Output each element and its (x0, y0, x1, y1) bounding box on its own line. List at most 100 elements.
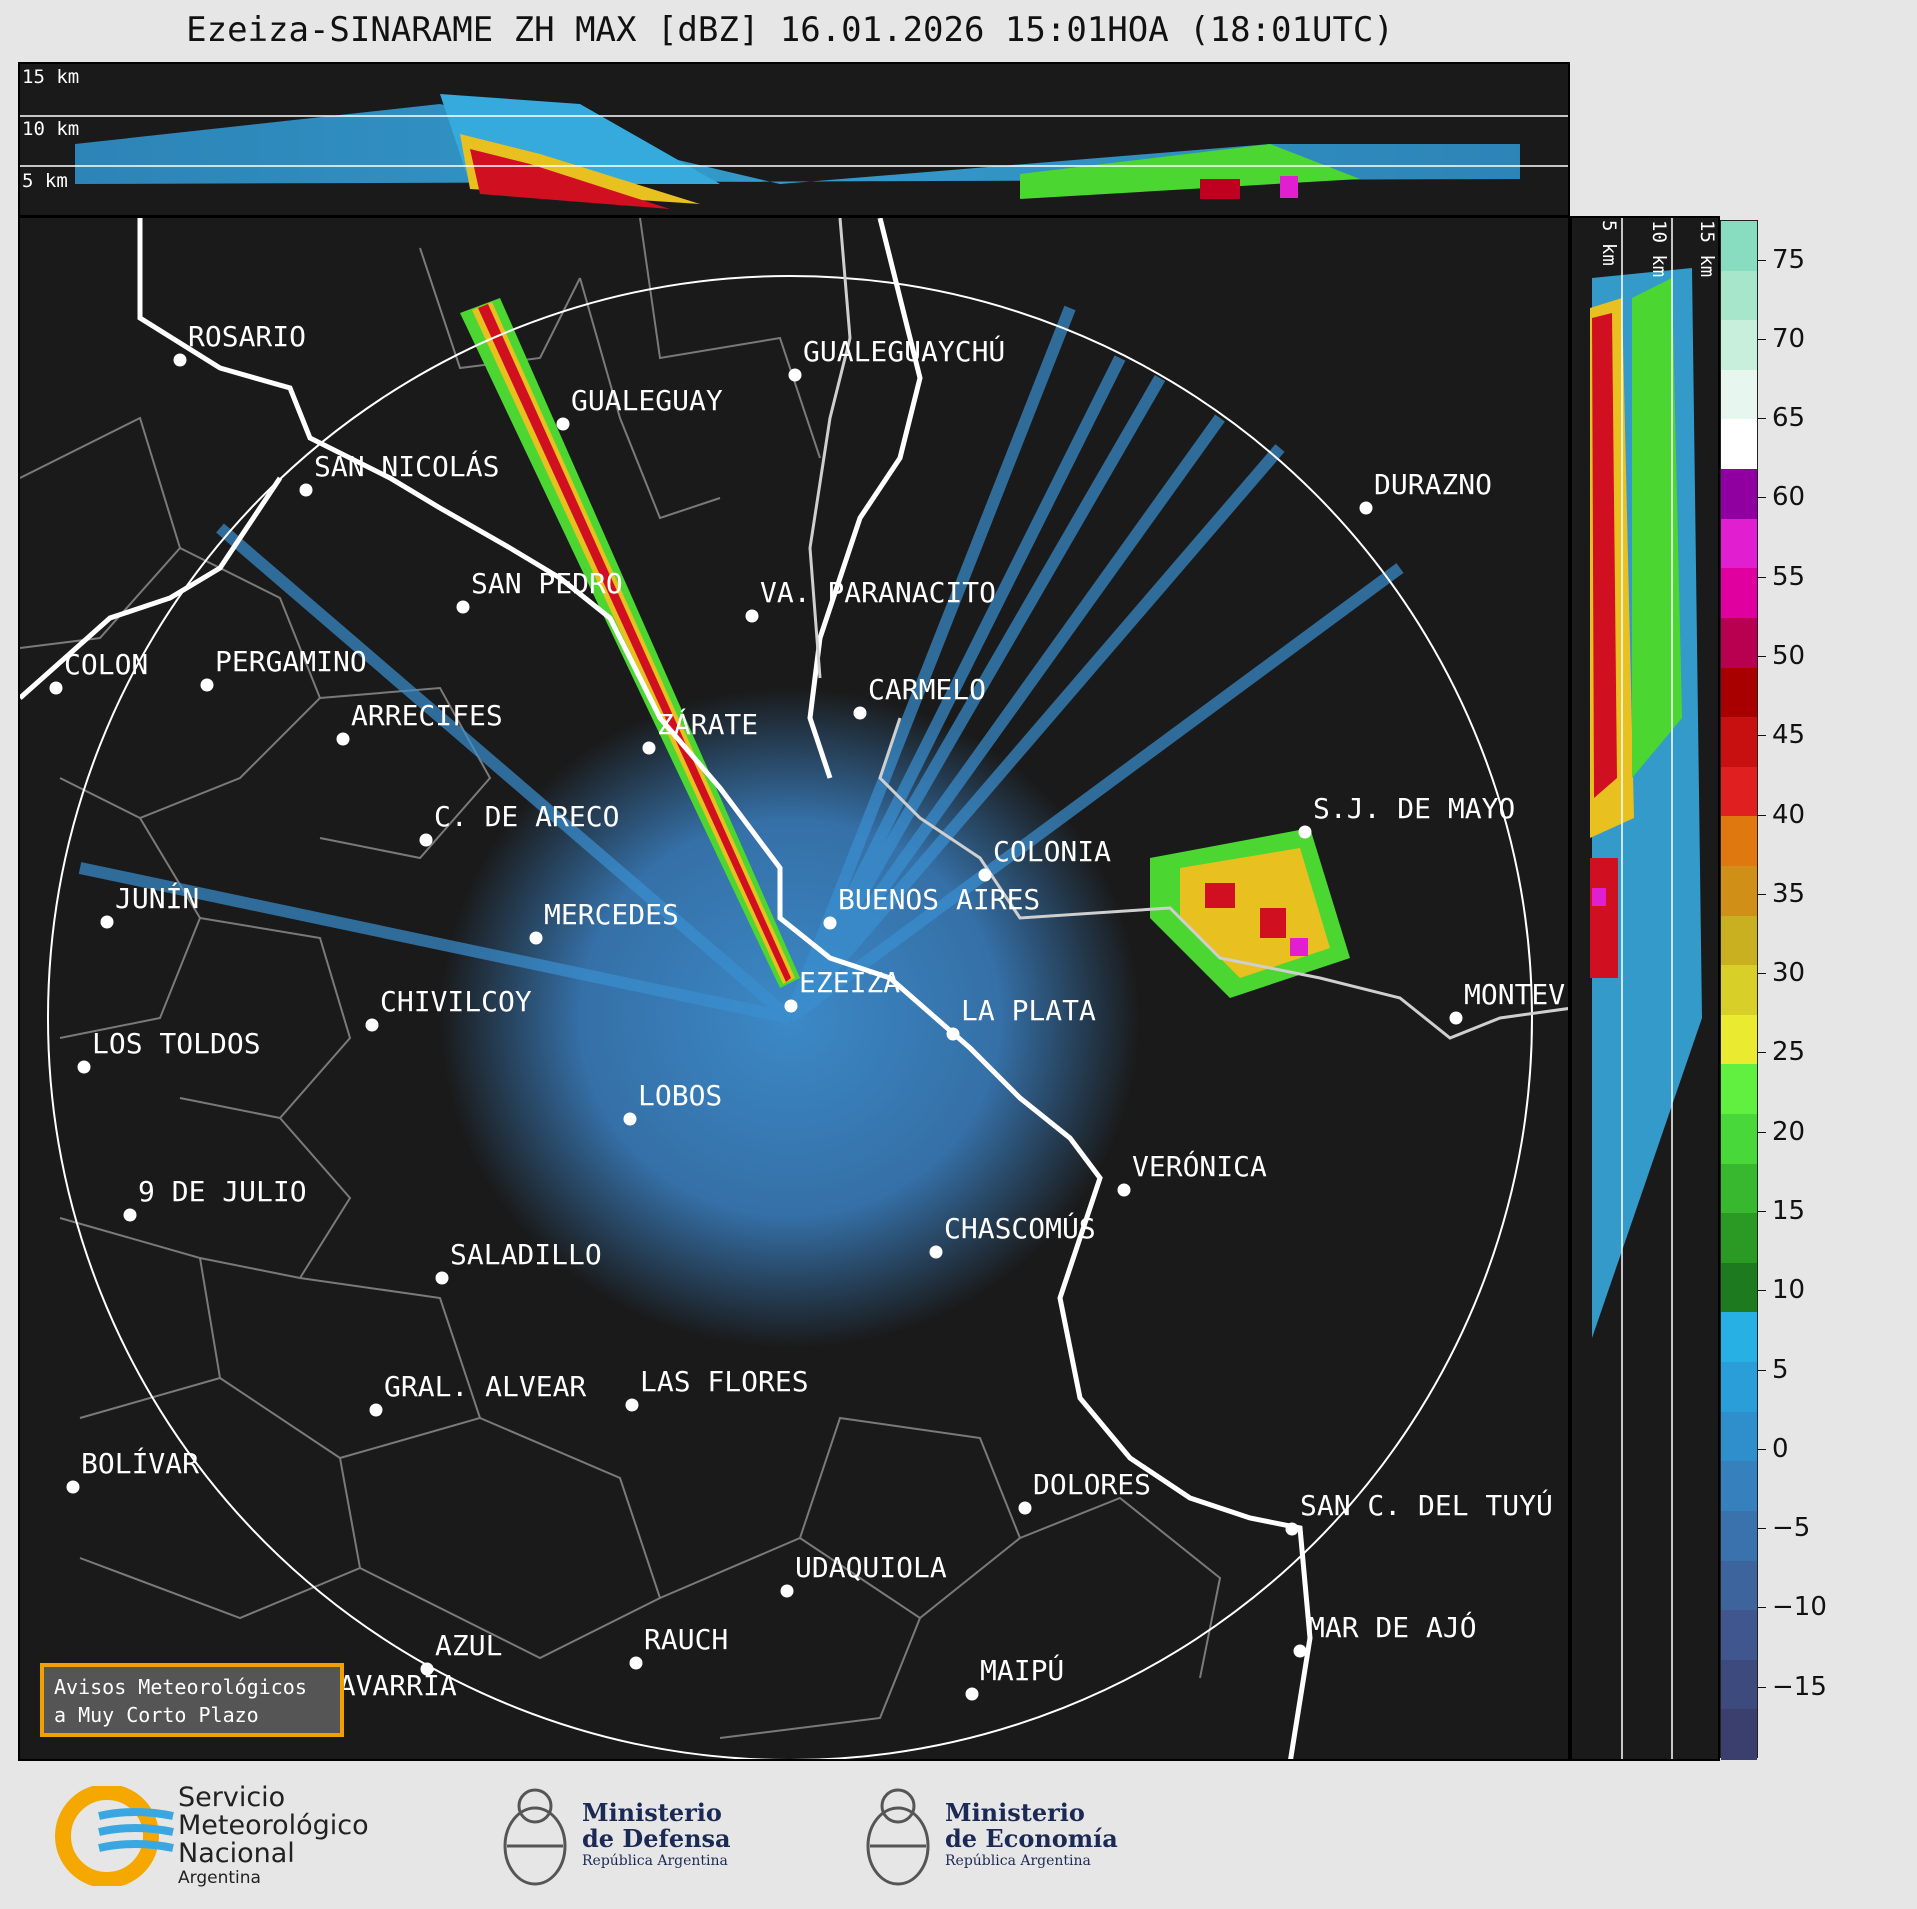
city-marker (456, 600, 470, 614)
colorbar-band (1721, 816, 1757, 867)
colorbar-band (1721, 1312, 1757, 1364)
colorbar-tick (1758, 1369, 1766, 1371)
city-label: RAUCH (644, 1623, 729, 1656)
city-marker (77, 1060, 91, 1074)
city-marker (173, 353, 187, 367)
city-marker (365, 1018, 379, 1032)
city-label: ZÁRATE (657, 708, 759, 741)
city-marker (435, 1271, 449, 1285)
city-label: MERCEDES (544, 898, 679, 931)
city-marker (745, 609, 759, 623)
smn-line3: Nacional (178, 1838, 295, 1869)
colorbar-tick-label: 15 (1772, 1195, 1806, 1226)
page-title: Ezeiza-SINARAME ZH MAX [dBZ] 16.01.2026 … (186, 10, 1394, 50)
colorbar-tick (1758, 418, 1766, 420)
city-label: SAN PEDRO (471, 567, 623, 600)
colorbar-band (1721, 469, 1757, 520)
smn-logo-text: Servicio Meteorológico Nacional Argentin… (178, 1784, 369, 1889)
colorbar-tick (1758, 1607, 1766, 1609)
city-marker (1117, 1183, 1131, 1197)
city-label: AZUL (435, 1629, 503, 1662)
city-marker (784, 999, 798, 1013)
colorbar-band (1721, 1610, 1757, 1661)
city-label: ROSARIO (188, 320, 307, 353)
colorbar-band (1721, 667, 1757, 719)
city-marker (642, 741, 656, 755)
range-ring (47, 275, 1533, 1759)
city-label: SALADILLO (450, 1238, 602, 1271)
defensa-line1: Ministerio (582, 1798, 722, 1827)
city-marker (629, 1656, 643, 1670)
colorbar-tick (1758, 1290, 1766, 1292)
avisos-box[interactable]: Avisos Meteorológicos a Muy Corto Plazo (40, 1663, 344, 1737)
colorbar-tick-label: −10 (1772, 1592, 1827, 1623)
city-marker (123, 1208, 137, 1222)
city-label: DURAZNO (1374, 468, 1493, 501)
city-marker (823, 916, 837, 930)
city-marker (419, 833, 433, 847)
colorbar-band (1721, 221, 1757, 272)
city-marker (788, 368, 802, 382)
city-marker (1018, 1501, 1032, 1515)
city-label: UDAQUIOLA (795, 1551, 947, 1584)
city-marker (625, 1398, 639, 1412)
colorbar-band (1721, 865, 1757, 917)
colorbar-tick-label: 55 (1772, 561, 1806, 592)
city-label: LAS FLORES (640, 1365, 809, 1398)
colorbar-tick-label: 45 (1772, 720, 1806, 751)
city-label: JUNÍN (115, 882, 200, 915)
side-alt-label-10: 10 km (1648, 220, 1670, 278)
city-label: ARRECIFES (351, 699, 503, 732)
radar-echo-storm-cell (1150, 828, 1350, 998)
city-marker (556, 417, 570, 431)
colorbar-tick-label: −5 (1772, 1513, 1811, 1544)
radar-map[interactable] (18, 216, 1570, 1761)
colorbar-band (1721, 1163, 1757, 1215)
side-cross-section: 5 km 10 km 15 km (1570, 216, 1720, 1761)
colorbar-band (1721, 568, 1757, 619)
colorbar-tick (1758, 497, 1766, 499)
city-marker (780, 1584, 794, 1598)
city-marker (946, 1027, 960, 1041)
economia-seal-icon (858, 1776, 938, 1896)
city-marker (200, 678, 214, 692)
colorbar-band (1721, 1461, 1757, 1512)
colorbar-band (1721, 965, 1757, 1016)
colorbar-band (1721, 617, 1757, 669)
city-label: CARMELO (868, 673, 987, 706)
city-marker (420, 1662, 434, 1676)
city-marker (978, 868, 992, 882)
colorbar-tick-label: 30 (1772, 958, 1806, 989)
city-label: PERGAMINO (215, 645, 367, 678)
colorbar-tick-label: 60 (1772, 482, 1806, 513)
colorbar-tick (1758, 1131, 1766, 1133)
top-alt-label-5: 5 km (22, 170, 68, 192)
city-label: BUENOS AIRES (838, 883, 1041, 916)
colorbar-band (1721, 1411, 1757, 1463)
colorbar-tick (1758, 814, 1766, 816)
colorbar-tick-label: 35 (1772, 878, 1806, 909)
city-marker (336, 732, 350, 746)
colorbar-band (1721, 766, 1757, 818)
colorbar-tick-label: 0 (1772, 1433, 1789, 1464)
side-alt-label-15: 15 km (1696, 220, 1718, 278)
colorbar-tick-label: 5 (1772, 1354, 1789, 1385)
side-alt-label-5: 5 km (1598, 220, 1620, 266)
colorbar-tick (1758, 893, 1766, 895)
city-label: VERÓNICA (1132, 1150, 1267, 1183)
colorbar-tick-label: 10 (1772, 1275, 1806, 1306)
city-label: SAN NICOLÁS (314, 450, 500, 483)
defensa-logo-text: Ministerio de Defensa República Argentin… (582, 1800, 731, 1870)
colorbar-tick-label: 70 (1772, 323, 1806, 354)
economia-line2: de Economía (945, 1824, 1118, 1853)
city-label: 9 DE JULIO (138, 1175, 307, 1208)
colorbar-tick-label: 75 (1772, 244, 1806, 275)
colorbar-tick (1758, 338, 1766, 340)
colorbar-tick-label: 40 (1772, 799, 1806, 830)
colorbar-band (1721, 270, 1757, 322)
defensa-line3: República Argentina (582, 1853, 728, 1869)
defensa-line2: de Defensa (582, 1824, 731, 1853)
city-marker (100, 915, 114, 929)
city-label: COLON (64, 648, 149, 681)
avisos-line1: Avisos Meteorológicos (54, 1675, 307, 1699)
